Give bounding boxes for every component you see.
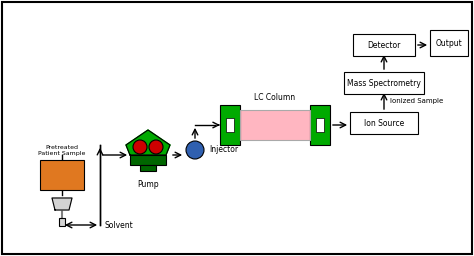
Text: Solvent: Solvent — [105, 220, 134, 229]
Text: Mass Spectrometry: Mass Spectrometry — [347, 79, 421, 88]
Text: Detector: Detector — [367, 40, 401, 49]
Bar — [430, 30, 468, 56]
Text: Pump: Pump — [137, 180, 159, 189]
Bar — [310, 105, 330, 145]
Bar — [316, 118, 324, 132]
Bar — [59, 218, 65, 226]
Text: Pretreated
Patient Sample: Pretreated Patient Sample — [38, 145, 86, 156]
Bar — [353, 34, 415, 56]
Polygon shape — [126, 130, 170, 155]
Bar — [240, 110, 310, 140]
Bar — [226, 118, 234, 132]
Text: Injector: Injector — [209, 145, 238, 155]
Circle shape — [133, 140, 147, 154]
Text: Output: Output — [436, 38, 462, 48]
Bar — [40, 160, 84, 190]
Bar — [344, 72, 424, 94]
Bar — [220, 105, 240, 145]
Circle shape — [149, 140, 163, 154]
Circle shape — [186, 141, 204, 159]
Bar — [240, 110, 310, 140]
Bar — [140, 165, 156, 171]
Text: Ionized Sample: Ionized Sample — [390, 98, 443, 104]
Polygon shape — [52, 198, 72, 210]
Text: Ion Source: Ion Source — [364, 119, 404, 127]
Bar — [350, 112, 418, 134]
Bar — [130, 155, 166, 165]
Text: LC Column: LC Column — [255, 93, 296, 102]
